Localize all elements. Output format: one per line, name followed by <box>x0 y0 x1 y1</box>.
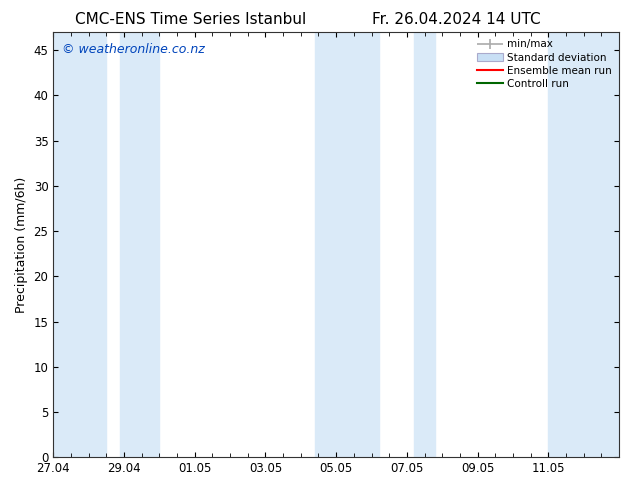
Bar <box>120 32 159 457</box>
Text: CMC-ENS Time Series Istanbul: CMC-ENS Time Series Istanbul <box>75 12 306 27</box>
Bar <box>49 32 107 457</box>
Text: Fr. 26.04.2024 14 UTC: Fr. 26.04.2024 14 UTC <box>372 12 541 27</box>
Y-axis label: Precipitation (mm/6h): Precipitation (mm/6h) <box>15 176 28 313</box>
Text: © weatheronline.co.nz: © weatheronline.co.nz <box>61 43 205 56</box>
Bar <box>548 32 623 457</box>
Legend: min/max, Standard deviation, Ensemble mean run, Controll run: min/max, Standard deviation, Ensemble me… <box>475 37 614 91</box>
Bar <box>414 32 435 457</box>
Bar <box>315 32 378 457</box>
